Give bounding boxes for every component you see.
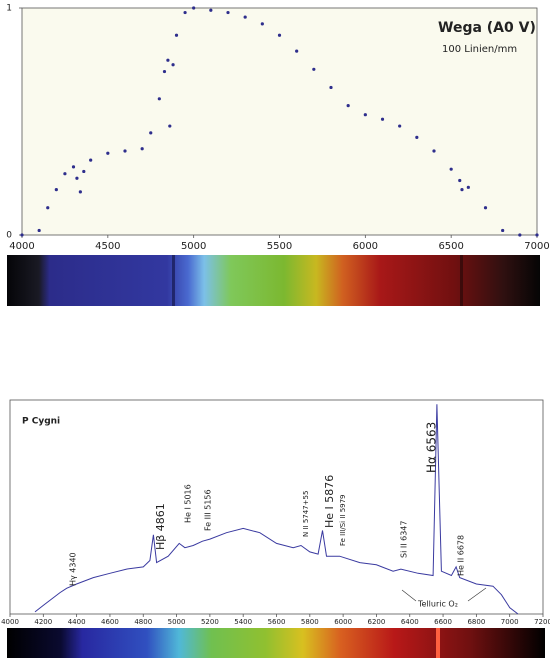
x-tick-label: 7200 [534,618,550,626]
line-label: Si II 6347 [400,521,409,558]
data-point [483,206,488,210]
data-point [501,228,505,233]
data-point [535,233,539,237]
data-point [260,22,264,26]
data-point [123,149,127,153]
x-tick-label: 5800 [301,618,319,626]
data-point [174,33,179,37]
data-point [363,113,367,117]
y-tick-label: 0 [6,231,12,241]
data-point [106,151,110,155]
x-tick-label: 7000 [524,241,549,252]
data-point [398,124,402,128]
x-tick-label: 6500 [438,241,463,252]
data-point [54,188,58,192]
data-point [82,169,86,174]
charts: Wega (A0 V) 100 Linien/mm 4000 4500 5000 5500… [1,4,550,627]
data-point [415,135,419,139]
line-label: Hα 6563 [425,422,439,473]
x-tick-label: 6000 [353,241,378,252]
data-point [466,185,470,189]
chart-subtitle: 100 Linien/mm [442,44,517,55]
leader-line [467,587,487,602]
chart-title: P Cygni [22,417,60,427]
data-point [63,172,67,176]
absorption-line [172,255,175,306]
data-point [346,104,350,108]
x-tick-label: 5000 [168,618,186,626]
x-tick-label: 5000 [181,241,206,252]
data-point [149,131,153,135]
emission-line [436,628,440,658]
line-label: N II 5747+55 [302,491,310,537]
x-tick-label: 4400 [68,618,86,626]
plot-area [21,7,538,236]
x-tick-label: 4500 [95,241,120,252]
absorption-line [460,255,463,306]
x-tick-label: 5400 [234,618,252,626]
data-point [226,10,230,15]
spectrum-strip [7,628,545,658]
x-tick-label: 5600 [268,618,286,626]
data-point [162,69,167,74]
data-point [166,58,170,62]
data-point [209,8,213,12]
data-point [380,117,385,121]
spectrum-strip [7,255,540,306]
data-point [168,124,172,128]
line-label: Fe III 5156 [204,489,213,531]
data-point [449,167,453,171]
line-label: He II 6678 [457,535,466,576]
x-tick-label: 4200 [34,618,52,626]
x-tick-label: 7000 [501,618,519,626]
data-point [78,190,82,194]
data-point [171,63,175,67]
data-point [312,67,316,71]
chart-title: Wega (A0 V) [438,20,536,36]
y-tick-label: 1 [6,4,12,14]
data-point [157,97,161,101]
x-tick-label: 4000 [1,618,19,626]
data-point [46,206,50,210]
x-tick-label: 4600 [101,618,119,626]
x-tick-label: 6600 [434,618,452,626]
x-tick-label: 6200 [368,618,386,626]
line-label: Hβ 4861 [154,503,167,550]
x-tick-label: 6400 [401,618,419,626]
x-tick-label: 5500 [267,241,292,252]
line-label: He I 5016 [184,484,193,523]
data-point [277,33,282,37]
data-point [295,49,299,53]
line-label: He I 5876 [323,475,336,528]
data-point [192,6,196,10]
x-tick-label: 6800 [467,618,485,626]
data-point [89,158,93,162]
data-point [75,176,79,180]
line-label: Telluric O₂ [417,600,458,609]
data-point [20,233,24,237]
data-point [432,149,436,153]
data-point [329,85,333,90]
line-label: Fe III/Si II 5979 [339,494,347,546]
data-point [183,10,187,15]
leader-line [401,589,417,602]
spectrum-line [34,404,519,615]
data-point [140,147,144,151]
plot-area [9,399,544,615]
x-tick-label: 6000 [334,618,352,626]
x-tick-label: 4800 [134,618,152,626]
x-tick-label: 4000 [9,241,34,252]
data-point [243,15,247,19]
x-tick-label: 5200 [201,618,219,626]
data-point [458,178,462,183]
line-label: Hγ 4340 [69,552,78,586]
data-point [460,188,464,192]
data-point [37,228,41,233]
data-point [518,233,522,237]
data-point [71,165,76,169]
